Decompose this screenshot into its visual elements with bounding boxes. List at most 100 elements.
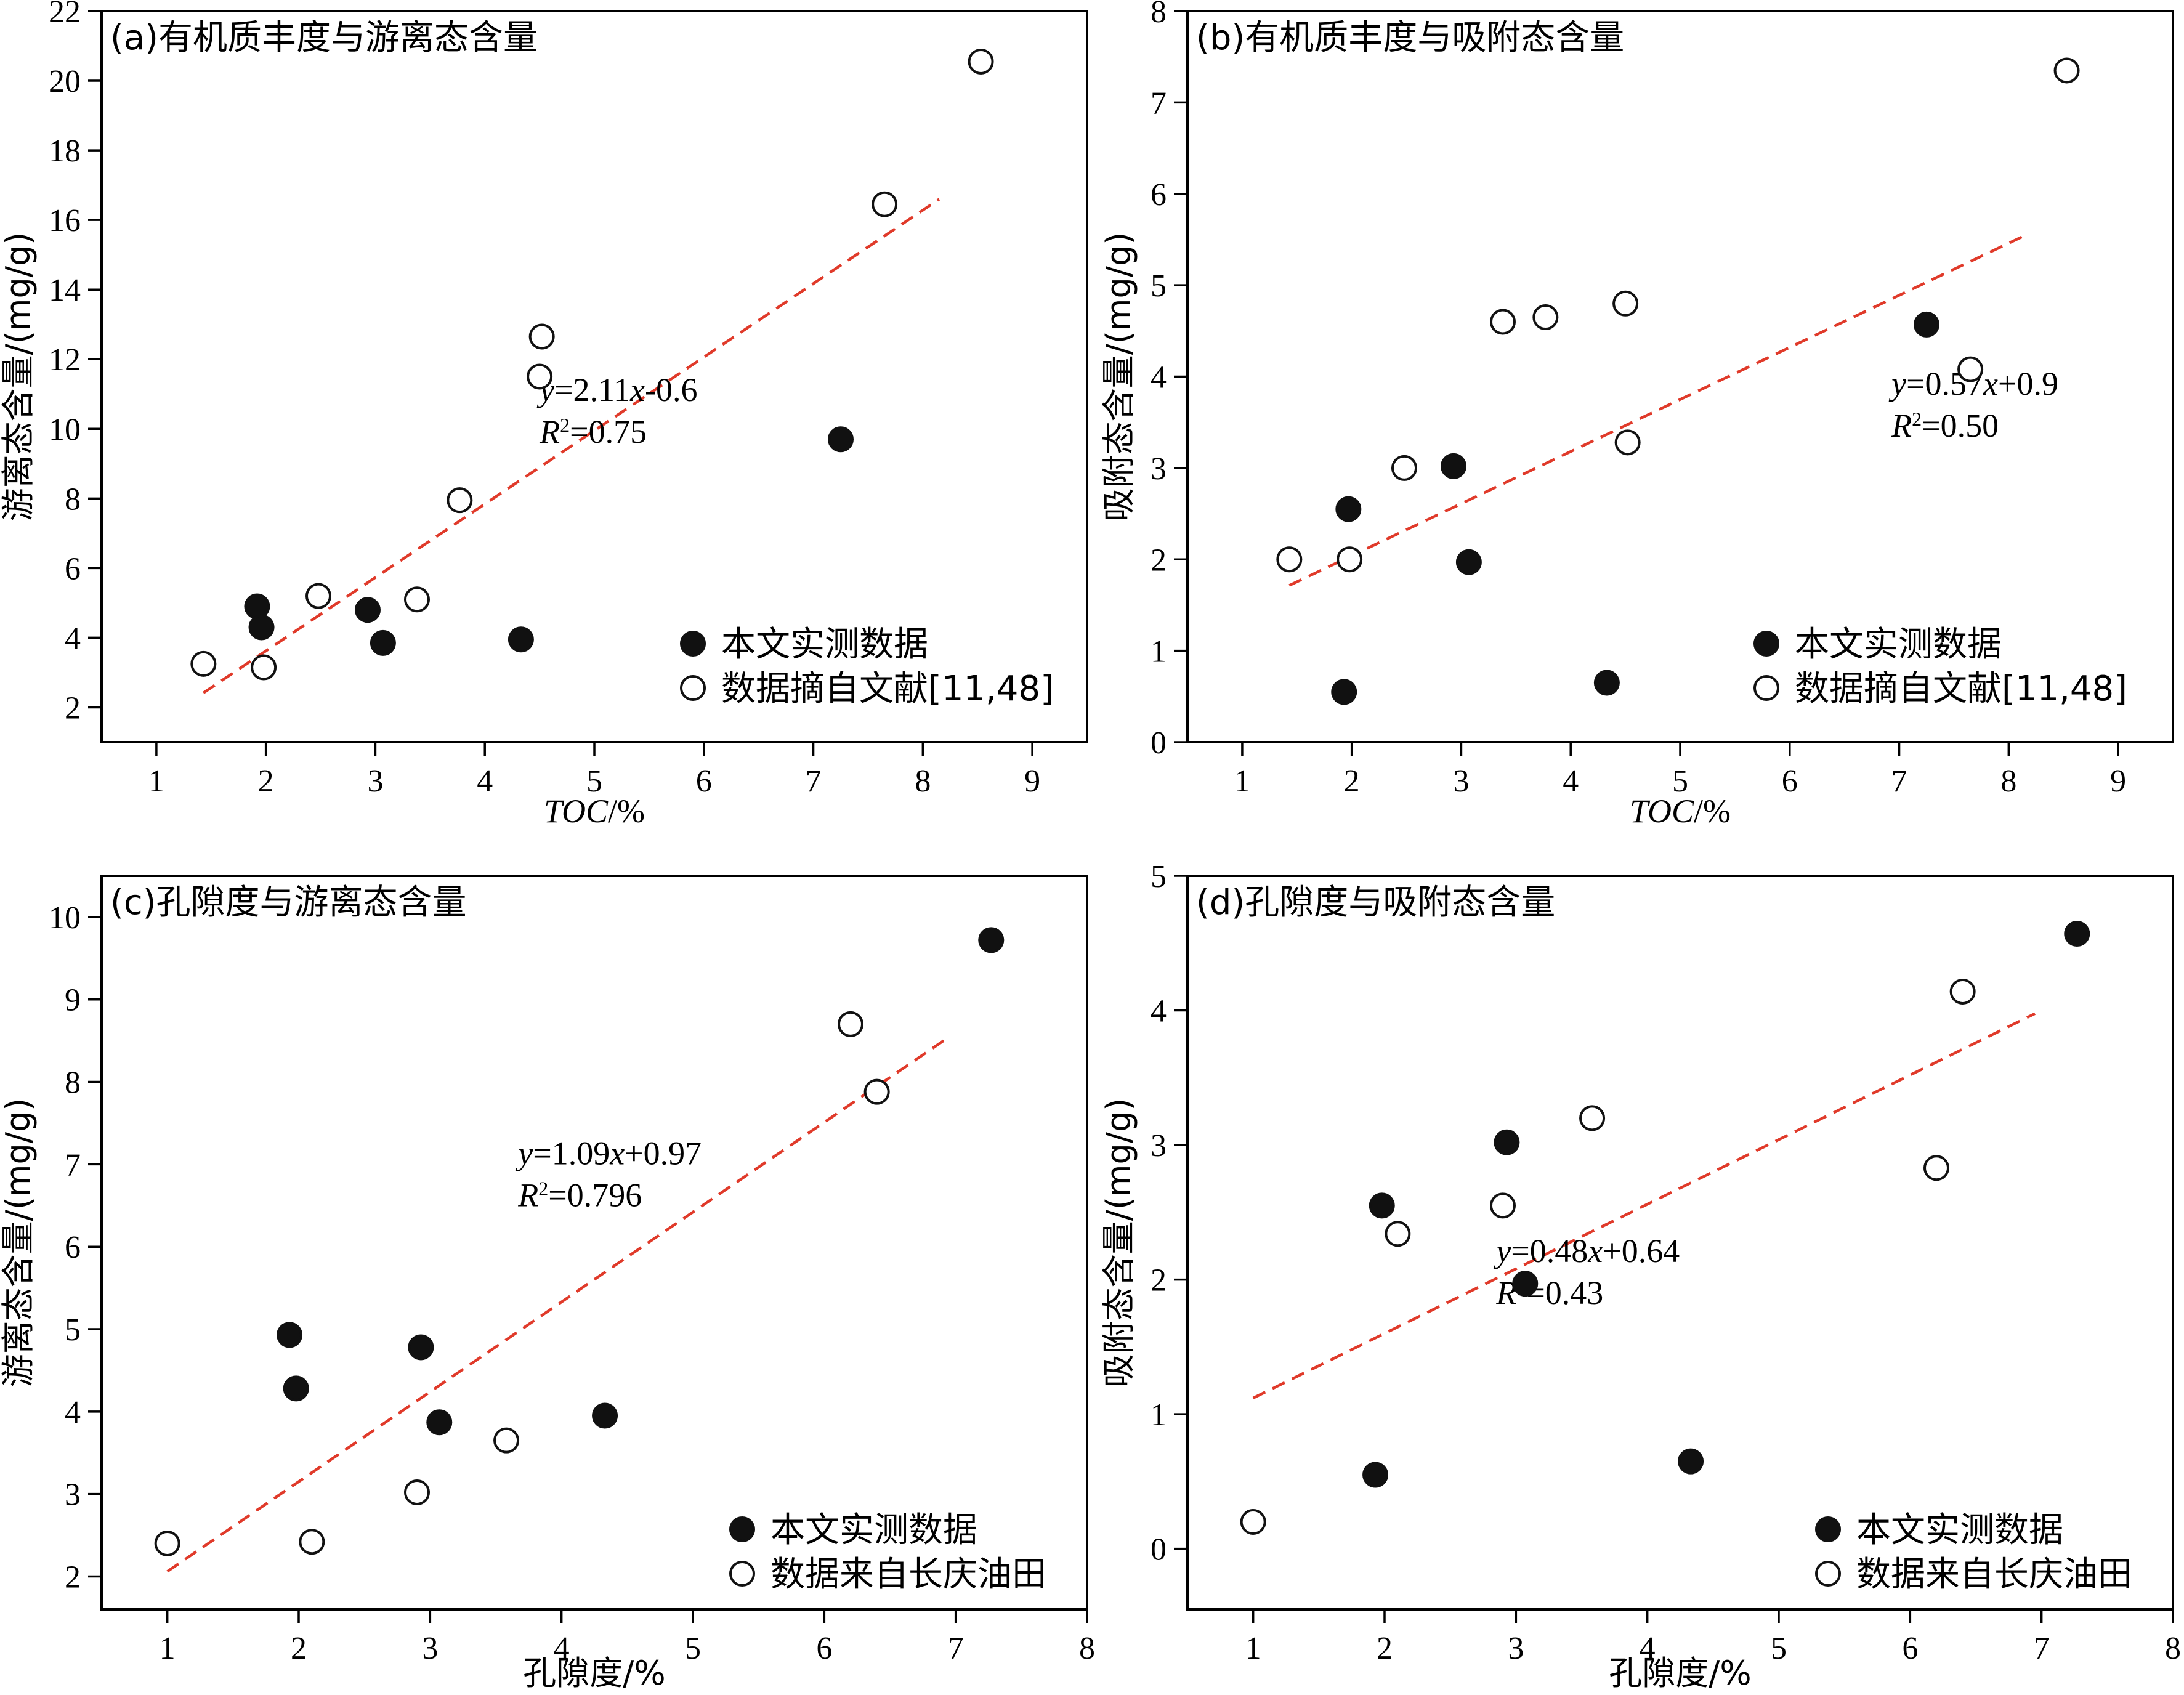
point-reference: [1579, 1105, 1606, 1131]
y-axis-title: 吸附态含量/(mg/g): [1099, 232, 1138, 522]
regression-equation: y=1.09x+0.97: [515, 1135, 702, 1171]
x-tick-label: 2: [1377, 1631, 1393, 1666]
point-reference: [968, 48, 994, 75]
point-measured: [592, 1402, 618, 1429]
point-measured: [1593, 670, 1620, 696]
x-tick-label: 9: [2110, 764, 2126, 799]
y-tick-label: 7: [1151, 86, 1167, 121]
y-tick-label: 5: [1151, 859, 1167, 894]
r2-superscript: 2: [538, 1177, 548, 1199]
regression-line: [1288, 234, 2026, 587]
x-tick-label: 6: [1782, 764, 1798, 799]
y-tick-label: 1: [1151, 634, 1167, 670]
point-reference: [447, 487, 473, 514]
eq-intercept: -0.6: [645, 371, 697, 408]
point-reference: [190, 650, 217, 677]
point-reference: [493, 1427, 520, 1454]
y-tick-label: 5: [1151, 269, 1167, 304]
y-tick-label: 5: [65, 1313, 81, 1348]
x-tick-label: 5: [1771, 1631, 1787, 1666]
panel-title: (b)有机质丰度与吸附态含量: [1196, 18, 1624, 58]
regression-line: [1252, 1012, 2036, 1399]
x-tick-label: 5: [1672, 764, 1688, 799]
point-reference: [251, 654, 277, 681]
point-measured: [2064, 920, 2090, 947]
y-tick-label: 6: [65, 1230, 81, 1265]
y-tick-label: 10: [49, 900, 81, 936]
panel-b: 1 2 3 4 5 6 7 8 9 0 1 2 3 4 5 6 7 8 (b)有机质丰度与吸附态含量 TOC/% 吸附态…: [1099, 0, 2174, 830]
legend-label: 数据来自长庆油田: [770, 1555, 1046, 1595]
x-axis-title: TOC/%: [1630, 793, 1731, 830]
point-measured: [828, 426, 854, 453]
legend-marker-filled: [1815, 1516, 1841, 1542]
y-tick-label: 4: [1151, 994, 1167, 1029]
panel-title: (c)孔隙度与游离态含量: [110, 883, 466, 923]
x-tick-label: 9: [1024, 764, 1040, 799]
eq-intercept: +0.97: [625, 1135, 702, 1171]
regression-line: [166, 1035, 950, 1573]
point-measured: [408, 1334, 434, 1361]
y-tick-label: 7: [65, 1147, 81, 1183]
x-tick-label: 6: [816, 1631, 832, 1666]
legend-label: 本文实测数据: [770, 1510, 977, 1550]
r2-r: R: [1891, 407, 1912, 444]
x-tick-label: 2: [1344, 764, 1360, 799]
legend-label: 数据来自长庆油田: [1856, 1555, 2132, 1595]
point-measured: [1362, 1462, 1389, 1488]
point-reference: [1612, 290, 1639, 317]
point-measured: [1455, 549, 1482, 575]
point-measured: [426, 1409, 453, 1436]
eq-slope: =2.11: [554, 371, 630, 408]
y-tick-label: 4: [65, 1395, 81, 1430]
point-reference: [1957, 356, 1984, 382]
r2-superscript: 2: [1912, 408, 1922, 430]
y-tick-label: 0: [1151, 726, 1167, 761]
point-reference: [1614, 429, 1641, 456]
legend-marker-open: [680, 675, 706, 701]
point-measured: [1512, 1271, 1539, 1297]
point-measured: [1369, 1192, 1395, 1219]
regression-line: [203, 198, 940, 694]
y-tick-label: 4: [1151, 360, 1167, 395]
legend-label: 本文实测数据: [1795, 625, 2002, 665]
r-squared: R2=0.75: [539, 413, 647, 450]
r-squared: R2=0.43: [1495, 1274, 1603, 1311]
x-tick-label: 3: [422, 1631, 438, 1666]
point-reference: [154, 1530, 180, 1556]
eq-slope: =0.48: [1511, 1232, 1588, 1269]
legend-label: 数据摘自文献[11,48]: [721, 669, 1054, 709]
point-reference: [527, 363, 553, 390]
r2-value: =0.43: [1526, 1274, 1603, 1311]
x-tick-label: 1: [1234, 764, 1250, 799]
point-measured: [1441, 453, 1466, 479]
x-tick-label: 1: [148, 764, 164, 799]
point-reference: [299, 1529, 325, 1555]
x-tick-label: 4: [554, 1631, 570, 1666]
plot-frame: [100, 875, 1088, 1611]
r2-value: =0.796: [548, 1176, 642, 1213]
x-axis-title-italic: TOC: [544, 793, 609, 830]
point-reference: [863, 1078, 890, 1105]
r2-value: =0.75: [570, 413, 647, 450]
point-measured: [1914, 311, 1939, 338]
legend-marker-open: [1815, 1561, 1841, 1587]
r2-r: R: [539, 413, 560, 450]
point-measured: [355, 597, 381, 623]
panel-title: (d)孔隙度与吸附态含量: [1196, 883, 1555, 923]
legend-label: 本文实测数据: [1856, 1510, 2063, 1550]
y-tick-label: 22: [49, 0, 81, 30]
y-tick-label: 18: [49, 134, 81, 169]
legend-label: 本文实测数据: [721, 625, 928, 665]
point-measured: [1335, 496, 1362, 522]
point-reference: [1490, 1192, 1516, 1219]
legend-label: 数据摘自文献[11,48]: [1795, 669, 2127, 709]
y-tick-label: 16: [49, 203, 81, 238]
eq-x: x: [609, 1135, 625, 1171]
y-tick-label: 3: [65, 1478, 81, 1513]
x-tick-label: 4: [477, 764, 493, 799]
x-tick-label: 4: [1563, 764, 1579, 799]
point-measured: [978, 927, 1005, 953]
point-measured: [277, 1322, 303, 1348]
